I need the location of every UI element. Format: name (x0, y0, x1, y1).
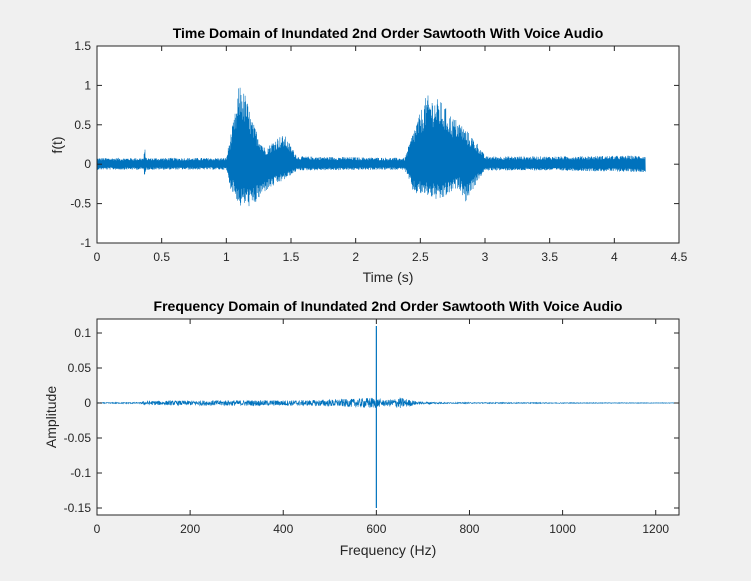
frequency-domain-signal (96, 326, 680, 508)
frequency-domain-ylabel: Amplitude (43, 386, 59, 448)
y-tick-label: 0.05 (68, 361, 92, 375)
x-tick-label: 1200 (642, 522, 669, 536)
time-signal-line (96, 87, 646, 207)
time-domain-axes: 0 0.5 1 1.5 2 2.5 3 3.5 4 4.5 -1 -0.5 0 0.5 1 1.5 Time… (49, 25, 688, 285)
y-tick-label: -0.5 (70, 197, 91, 211)
x-tick-label: 2 (352, 250, 359, 264)
time-domain-signal (96, 87, 646, 207)
frequency-domain-title: Frequency Domain of Inundated 2nd Order … (154, 298, 623, 314)
frequency-signal-line (96, 397, 680, 409)
y-tick-label: 0.1 (74, 326, 91, 340)
time-domain-plot-area (97, 46, 679, 243)
y-tick-label: 1 (84, 78, 91, 92)
x-tick-label: 600 (366, 522, 386, 536)
y-tick-label: -0.15 (64, 501, 92, 515)
x-tick-label: 1 (223, 250, 230, 264)
y-tick-label: 0.5 (74, 118, 91, 132)
x-tick-label: 200 (180, 522, 200, 536)
y-tick-label: 0 (84, 157, 91, 171)
x-tick-label: 1000 (549, 522, 576, 536)
y-tick-label: 0 (84, 396, 91, 410)
x-tick-label: 4.5 (671, 250, 688, 264)
x-tick-label: 400 (273, 522, 293, 536)
frequency-domain-axes-box (96, 318, 680, 516)
frequency-domain-plot-area (97, 319, 679, 515)
x-tick-label: 800 (459, 522, 479, 536)
time-domain-axes-box (96, 45, 680, 244)
y-tick-label: 1.5 (74, 39, 91, 53)
x-tick-label: 0 (94, 522, 101, 536)
time-domain-title: Time Domain of Inundated 2nd Order Sawto… (173, 25, 604, 41)
x-tick-label: 0 (94, 250, 101, 264)
frequency-domain-axes: 0 200 400 600 800 1000 1200 -0.15 -0.1 -0.05 0 0.0… (43, 298, 680, 558)
y-tick-label: -0.05 (64, 431, 92, 445)
time-domain-ylabel: f(t) (49, 136, 65, 153)
x-tick-label: 1.5 (283, 250, 300, 264)
x-tick-label: 2.5 (412, 250, 429, 264)
x-tick-label: 0.5 (153, 250, 170, 264)
x-tick-label: 4 (611, 250, 618, 264)
x-tick-label: 3 (482, 250, 489, 264)
y-tick-label: -0.1 (70, 466, 91, 480)
y-tick-label: -1 (80, 236, 91, 250)
frequency-domain-xlabel: Frequency (Hz) (340, 542, 436, 558)
x-tick-label: 3.5 (541, 250, 558, 264)
time-domain-xlabel: Time (s) (363, 269, 414, 285)
